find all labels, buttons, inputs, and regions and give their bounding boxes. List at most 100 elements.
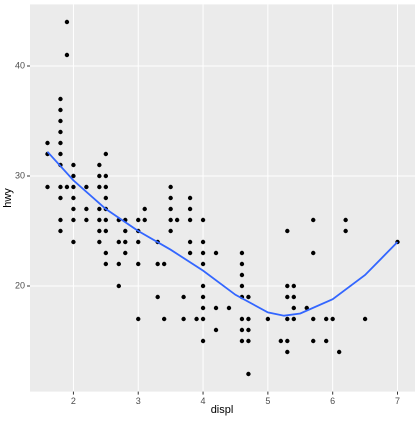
point bbox=[285, 228, 290, 234]
y-tick-label: 30 bbox=[15, 170, 25, 180]
y-axis-title: hwy bbox=[2, 188, 14, 208]
point bbox=[155, 294, 160, 300]
point bbox=[97, 228, 102, 234]
x-tick-label: 4 bbox=[201, 396, 206, 406]
point bbox=[58, 129, 63, 135]
point bbox=[45, 140, 50, 146]
point bbox=[97, 217, 102, 223]
x-tick-label: 3 bbox=[136, 396, 141, 406]
point bbox=[181, 294, 186, 300]
point bbox=[103, 217, 109, 223]
point bbox=[194, 316, 199, 322]
point bbox=[278, 338, 284, 344]
point bbox=[84, 206, 89, 212]
x-axis-title: displ bbox=[211, 404, 234, 416]
point bbox=[311, 250, 316, 256]
point bbox=[103, 261, 109, 267]
point bbox=[285, 338, 290, 344]
point bbox=[285, 316, 290, 322]
point bbox=[123, 228, 128, 234]
point bbox=[239, 261, 245, 267]
x-tick-label: 2 bbox=[71, 396, 76, 406]
point bbox=[58, 140, 63, 146]
x-tick-label: 5 bbox=[265, 396, 270, 406]
point bbox=[103, 228, 109, 234]
point bbox=[200, 338, 206, 344]
point bbox=[103, 184, 109, 190]
point bbox=[58, 151, 63, 157]
point bbox=[71, 184, 76, 190]
point bbox=[97, 206, 102, 212]
point bbox=[200, 305, 206, 311]
point bbox=[168, 195, 173, 201]
point bbox=[200, 316, 206, 322]
point bbox=[58, 118, 63, 124]
point bbox=[97, 173, 102, 179]
point bbox=[168, 206, 173, 212]
point bbox=[116, 261, 121, 267]
point bbox=[71, 239, 76, 245]
point bbox=[187, 206, 193, 212]
point bbox=[187, 217, 193, 223]
point bbox=[71, 206, 76, 212]
point bbox=[311, 316, 316, 322]
point bbox=[246, 294, 251, 300]
point bbox=[103, 173, 109, 179]
point bbox=[343, 217, 348, 223]
point bbox=[136, 217, 141, 223]
point bbox=[239, 283, 245, 289]
y-tick-label: 40 bbox=[15, 60, 25, 70]
point bbox=[324, 316, 329, 322]
point bbox=[291, 316, 296, 322]
point bbox=[311, 217, 316, 223]
point bbox=[213, 327, 219, 333]
point bbox=[246, 316, 251, 322]
point bbox=[58, 195, 63, 201]
point bbox=[58, 107, 63, 113]
point bbox=[285, 283, 290, 289]
point bbox=[246, 371, 251, 377]
point bbox=[330, 316, 335, 322]
point bbox=[200, 217, 206, 223]
point bbox=[136, 316, 141, 322]
point bbox=[168, 217, 173, 223]
point bbox=[336, 349, 342, 355]
point bbox=[200, 294, 206, 300]
y-tick-label: 20 bbox=[15, 280, 25, 290]
point bbox=[142, 206, 147, 212]
point bbox=[84, 217, 89, 223]
point bbox=[246, 327, 251, 333]
point bbox=[71, 162, 76, 168]
point bbox=[123, 239, 128, 245]
point bbox=[291, 294, 296, 300]
point bbox=[161, 261, 167, 267]
point bbox=[311, 338, 316, 344]
point bbox=[239, 327, 245, 333]
point bbox=[239, 272, 245, 278]
point bbox=[246, 338, 251, 344]
point bbox=[71, 217, 76, 223]
x-tick-label: 7 bbox=[395, 396, 400, 406]
point bbox=[324, 338, 329, 344]
point bbox=[200, 250, 206, 256]
point bbox=[168, 184, 173, 190]
point bbox=[161, 316, 167, 322]
point bbox=[239, 316, 245, 322]
smooth-line bbox=[46, 151, 399, 317]
point bbox=[97, 162, 102, 168]
point bbox=[142, 217, 147, 223]
point bbox=[64, 184, 70, 190]
point bbox=[343, 228, 348, 234]
point bbox=[200, 283, 206, 289]
point bbox=[213, 305, 219, 311]
point bbox=[285, 294, 290, 300]
point bbox=[84, 184, 89, 190]
point bbox=[200, 261, 206, 267]
point bbox=[64, 19, 70, 25]
x-tick-label: 6 bbox=[330, 396, 335, 406]
point bbox=[71, 173, 76, 179]
point bbox=[226, 305, 232, 311]
point bbox=[97, 239, 102, 245]
point bbox=[71, 195, 76, 201]
